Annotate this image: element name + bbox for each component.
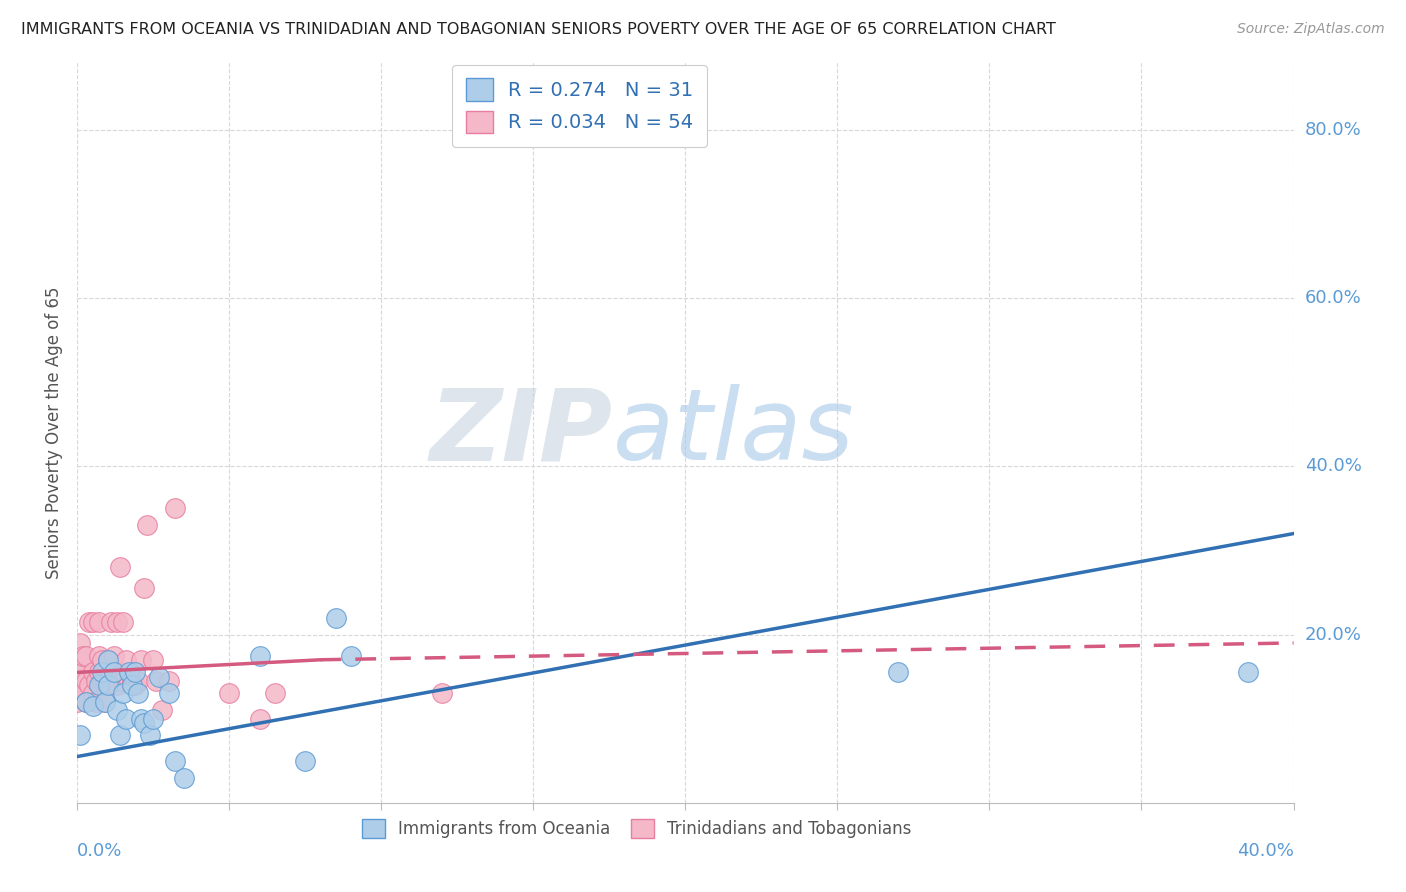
Point (79, 615, 101, 629)
Text: 60.0%: 60.0% (1305, 289, 1361, 307)
Point (129, 712, 152, 726)
Point (111, 686, 134, 700)
Point (142, 712, 165, 726)
Point (218, 686, 240, 700)
Point (97, 653, 120, 667)
Point (145, 673, 167, 688)
Point (72, 665, 94, 680)
Point (75, 648, 97, 663)
Point (108, 729, 131, 743)
Point (75, 695, 97, 709)
Point (87, 615, 110, 629)
Point (84, 673, 107, 688)
Point (75, 673, 97, 688)
Point (97, 653, 120, 667)
Point (79, 678, 101, 692)
Point (90, 653, 112, 667)
Point (124, 678, 146, 692)
Point (121, 673, 143, 688)
Point (105, 703, 128, 717)
Text: Source: ZipAtlas.com: Source: ZipAtlas.com (1237, 22, 1385, 37)
Point (163, 754, 186, 768)
Point (121, 678, 143, 692)
Point (93, 695, 115, 709)
Point (66, 695, 89, 709)
Text: 40.0%: 40.0% (1305, 458, 1361, 475)
Point (93, 673, 115, 688)
Point (152, 703, 174, 717)
Text: 80.0%: 80.0% (1305, 120, 1361, 139)
Point (249, 712, 271, 726)
Point (887, 665, 910, 680)
Point (100, 615, 122, 629)
Point (173, 771, 195, 785)
Point (82, 665, 104, 680)
Y-axis label: Seniors Poverty Over the Age of 65: Seniors Poverty Over the Age of 65 (45, 286, 63, 579)
Point (118, 665, 141, 680)
Point (134, 581, 156, 595)
Point (72, 648, 94, 663)
Point (127, 673, 149, 688)
Point (249, 648, 271, 663)
Point (103, 665, 125, 680)
Text: IMMIGRANTS FROM OCEANIA VS TRINIDADIAN AND TOBAGONIAN SENIORS POVERTY OVER THE A: IMMIGRANTS FROM OCEANIA VS TRINIDADIAN A… (21, 22, 1056, 37)
Point (129, 653, 152, 667)
Point (115, 712, 138, 726)
Point (340, 648, 363, 663)
Point (294, 754, 316, 768)
Point (82, 699, 104, 714)
Point (111, 615, 134, 629)
Point (69, 636, 91, 650)
Point (97, 673, 120, 688)
Point (72, 686, 94, 700)
Point (82, 615, 104, 629)
Point (87, 678, 110, 692)
Point (430, 686, 453, 700)
Point (66, 665, 89, 680)
Text: 0.0%: 0.0% (77, 842, 122, 860)
Point (105, 615, 128, 629)
Point (108, 560, 131, 574)
Point (108, 665, 131, 680)
Text: atlas: atlas (613, 384, 853, 481)
Point (69, 673, 91, 688)
Point (157, 686, 180, 700)
Point (69, 653, 91, 667)
Text: ZIP: ZIP (429, 384, 613, 481)
Point (87, 648, 110, 663)
Point (118, 673, 141, 688)
Point (111, 673, 134, 688)
Point (87, 665, 110, 680)
Point (139, 729, 162, 743)
Legend: Immigrants from Oceania, Trinidadians and Tobagonians: Immigrants from Oceania, Trinidadians an… (353, 810, 920, 847)
Point (115, 653, 138, 667)
Point (124, 665, 146, 680)
Point (97, 678, 120, 692)
Point (103, 648, 125, 663)
Point (103, 665, 125, 680)
Point (148, 670, 170, 684)
Point (136, 518, 159, 533)
Point (163, 501, 186, 516)
Point (90, 665, 112, 680)
Point (142, 653, 165, 667)
Point (75, 695, 97, 709)
Point (157, 673, 180, 688)
Point (69, 729, 91, 743)
Point (90, 673, 112, 688)
Point (134, 715, 156, 730)
Point (1237, 665, 1260, 680)
Point (105, 678, 128, 692)
Point (82, 686, 104, 700)
Point (93, 695, 115, 709)
Text: 20.0%: 20.0% (1305, 625, 1361, 643)
Point (264, 686, 287, 700)
Point (127, 686, 149, 700)
Point (84, 695, 107, 709)
Point (325, 610, 347, 624)
Point (100, 665, 122, 680)
Text: 40.0%: 40.0% (1237, 842, 1294, 860)
